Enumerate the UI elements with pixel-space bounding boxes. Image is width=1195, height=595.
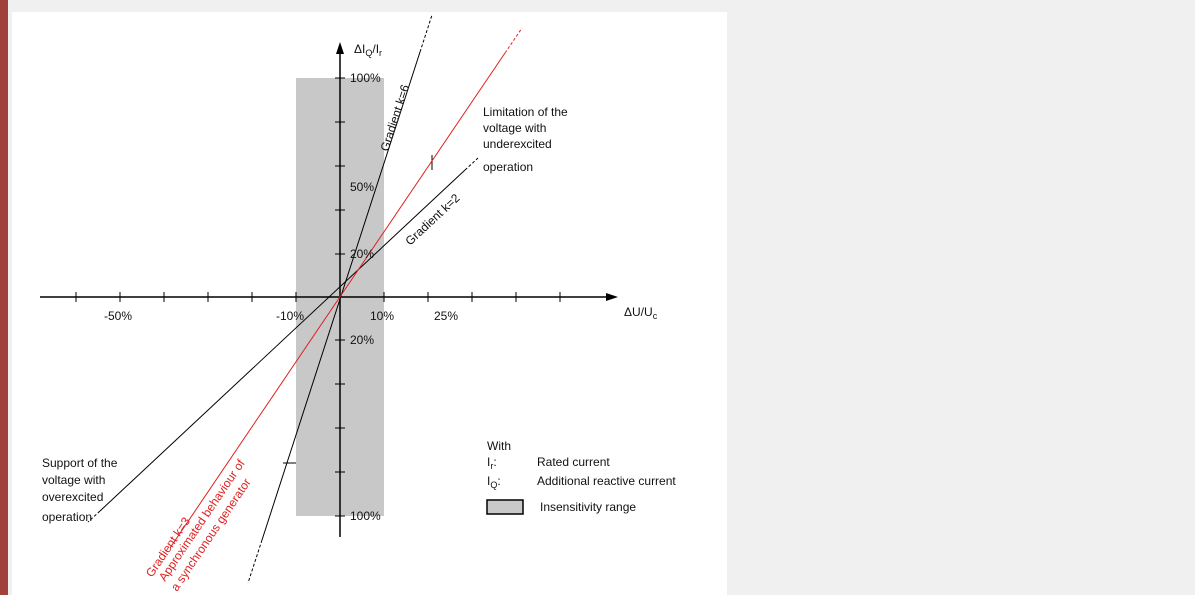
x-axis-label: ΔU/Uc bbox=[624, 305, 658, 321]
symbol: I bbox=[487, 455, 490, 469]
symbol-sub: r bbox=[490, 461, 493, 471]
legend-symbol: IQ: bbox=[487, 474, 501, 490]
x-ticks bbox=[75, 292, 561, 302]
annotation: Limitation of the bbox=[483, 105, 568, 119]
annotation: overexcited bbox=[42, 490, 103, 504]
legend-symbol: Ir: bbox=[487, 455, 497, 471]
annotation: operation bbox=[483, 160, 533, 174]
x-tick-label: 25% bbox=[434, 309, 458, 323]
gradient-lines bbox=[87, 14, 523, 584]
line-k2-dashed bbox=[87, 157, 479, 523]
symbol: : bbox=[493, 455, 496, 469]
y-tick-label: 100% bbox=[350, 71, 381, 85]
legend-text: Additional reactive current bbox=[537, 474, 676, 488]
x-tick-label: -50% bbox=[104, 309, 132, 323]
symbol: I bbox=[487, 474, 490, 488]
symbol-sub: Q bbox=[490, 480, 497, 490]
legend-swatch bbox=[486, 499, 524, 515]
y-ticks bbox=[335, 77, 345, 517]
y-arrow bbox=[336, 42, 344, 54]
annotation: underexcited bbox=[483, 137, 552, 151]
y-tick-label: 20% bbox=[350, 247, 374, 261]
x-tick-label: -10% bbox=[276, 309, 304, 323]
annotation: Support of the bbox=[42, 456, 118, 470]
y-tick-label: 20% bbox=[350, 333, 374, 347]
y-label-sub: Q bbox=[365, 48, 372, 58]
line-k3 bbox=[169, 52, 506, 549]
annotation: voltage with bbox=[483, 121, 546, 135]
annotation: voltage with bbox=[42, 473, 105, 487]
line-k3-dashed bbox=[504, 27, 523, 54]
x-arrow bbox=[606, 293, 618, 301]
legend-heading: With bbox=[487, 439, 511, 453]
y-axis-label: ΔIQ/Ir bbox=[354, 42, 382, 58]
x-tick-label: 10% bbox=[370, 309, 394, 323]
legend-text: Rated current bbox=[537, 455, 610, 469]
y-label-part: ΔI bbox=[354, 42, 365, 56]
x-label-part: ΔU/U bbox=[624, 305, 653, 319]
y-label-part: /I bbox=[372, 42, 379, 56]
marker-ticks bbox=[283, 155, 433, 464]
symbol: : bbox=[497, 474, 500, 488]
y-label-sub: r bbox=[379, 48, 382, 58]
axes bbox=[40, 50, 610, 537]
ticks bbox=[75, 77, 561, 517]
x-label-sub: c bbox=[653, 311, 658, 321]
side-bar bbox=[0, 0, 8, 595]
y-tick-label: 100% bbox=[350, 509, 381, 523]
line-k2 bbox=[99, 169, 466, 512]
annotation: operation bbox=[42, 510, 92, 524]
y-tick-label: 50% bbox=[350, 180, 374, 194]
legend-text: Insensitivity range bbox=[540, 500, 636, 514]
line-k6-dashed bbox=[247, 14, 433, 584]
